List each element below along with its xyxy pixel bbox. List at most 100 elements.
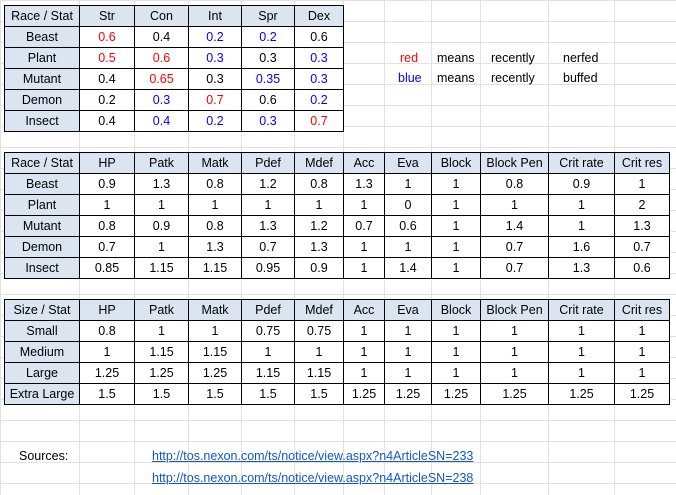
cell-plant-mdef[interactable]: 1: [294, 194, 344, 216]
cell-mutant-patk[interactable]: 0.9: [134, 215, 189, 237]
column-header-block[interactable]: Block: [431, 152, 481, 174]
row-header-beast[interactable]: Beast: [4, 173, 80, 195]
row-header-beast[interactable]: Beast: [4, 26, 80, 48]
cell-medium-mdef[interactable]: 1: [294, 341, 344, 363]
cell-medium-eva[interactable]: 1: [384, 341, 432, 363]
cell-plant-str[interactable]: 0.5: [79, 47, 135, 69]
cell-plant-crit-rate[interactable]: 1: [548, 194, 615, 216]
cell-demon-int[interactable]: 0.7: [188, 89, 242, 111]
cell-mutant-str[interactable]: 0.4: [79, 68, 135, 90]
cell-extra-large-mdef[interactable]: 1.5: [294, 383, 344, 405]
cell-large-hp[interactable]: 1.25: [79, 362, 135, 384]
source-link-2[interactable]: http://tos.nexon.com/ts/notice/view.aspx…: [152, 471, 474, 485]
cell-small-pdef[interactable]: 0.75: [241, 320, 295, 342]
cell-insect-crit-rate[interactable]: 1.3: [548, 257, 615, 279]
column-header-hp[interactable]: HP: [79, 152, 135, 174]
cell-mutant-matk[interactable]: 0.8: [188, 215, 242, 237]
row-header-plant[interactable]: Plant: [4, 194, 80, 216]
cell-large-crit-res[interactable]: 1: [614, 362, 670, 384]
cell-mutant-crit-res[interactable]: 1.3: [614, 215, 670, 237]
cell-demon-con[interactable]: 0.3: [134, 89, 189, 111]
cell-extra-large-block-pen[interactable]: 1.25: [480, 383, 549, 405]
cell-beast-mdef[interactable]: 0.8: [294, 173, 344, 195]
cell-mutant-block-pen[interactable]: 1.4: [480, 215, 549, 237]
row-header-insect[interactable]: Insect: [4, 110, 80, 132]
cell-plant-hp[interactable]: 1: [79, 194, 135, 216]
cell-beast-hp[interactable]: 0.9: [79, 173, 135, 195]
column-header-matk[interactable]: Matk: [188, 152, 242, 174]
row-header-small[interactable]: Small: [4, 320, 80, 342]
column-header-hp[interactable]: HP: [79, 299, 135, 321]
cell-medium-crit-rate[interactable]: 1: [548, 341, 615, 363]
cell-large-crit-rate[interactable]: 1: [548, 362, 615, 384]
corner-header-cell[interactable]: Race / Stat: [4, 5, 80, 27]
cell-small-mdef[interactable]: 0.75: [294, 320, 344, 342]
cell-beast-block[interactable]: 1: [431, 173, 481, 195]
cell-small-crit-rate[interactable]: 1: [548, 320, 615, 342]
cell-extra-large-hp[interactable]: 1.5: [79, 383, 135, 405]
cell-extra-large-crit-res[interactable]: 1.25: [614, 383, 670, 405]
cell-insect-str[interactable]: 0.4: [79, 110, 135, 132]
column-header-crit-rate[interactable]: Crit rate: [548, 299, 615, 321]
cell-large-block-pen[interactable]: 1: [480, 362, 549, 384]
cell-plant-spr[interactable]: 0.3: [241, 47, 295, 69]
cell-large-block[interactable]: 1: [431, 362, 481, 384]
cell-extra-large-pdef[interactable]: 1.5: [241, 383, 295, 405]
cell-extra-large-matk[interactable]: 1.5: [188, 383, 242, 405]
cell-plant-con[interactable]: 0.6: [134, 47, 189, 69]
cell-large-eva[interactable]: 1: [384, 362, 432, 384]
row-header-medium[interactable]: Medium: [4, 341, 80, 363]
cell-demon-mdef[interactable]: 1.3: [294, 236, 344, 258]
row-header-demon[interactable]: Demon: [4, 236, 80, 258]
cell-insect-spr[interactable]: 0.3: [241, 110, 295, 132]
cell-extra-large-block[interactable]: 1.25: [431, 383, 481, 405]
cell-mutant-hp[interactable]: 0.8: [79, 215, 135, 237]
cell-plant-block-pen[interactable]: 1: [480, 194, 549, 216]
cell-beast-int[interactable]: 0.2: [188, 26, 242, 48]
cell-small-eva[interactable]: 1: [384, 320, 432, 342]
column-header-pdef[interactable]: Pdef: [241, 152, 295, 174]
cell-plant-acc[interactable]: 1: [343, 194, 385, 216]
cell-mutant-pdef[interactable]: 1.3: [241, 215, 295, 237]
column-header-block[interactable]: Block: [431, 299, 481, 321]
cell-insect-con[interactable]: 0.4: [134, 110, 189, 132]
cell-beast-eva[interactable]: 1: [384, 173, 432, 195]
cell-demon-crit-rate[interactable]: 1.6: [548, 236, 615, 258]
cell-small-block[interactable]: 1: [431, 320, 481, 342]
cell-mutant-block[interactable]: 1: [431, 215, 481, 237]
cell-mutant-dex[interactable]: 0.3: [294, 68, 344, 90]
cell-medium-acc[interactable]: 1: [343, 341, 385, 363]
cell-demon-hp[interactable]: 0.7: [79, 236, 135, 258]
cell-mutant-mdef[interactable]: 1.2: [294, 215, 344, 237]
cell-beast-patk[interactable]: 1.3: [134, 173, 189, 195]
row-header-mutant[interactable]: Mutant: [4, 215, 80, 237]
cell-mutant-acc[interactable]: 0.7: [343, 215, 385, 237]
row-header-extra-large[interactable]: Extra Large: [4, 383, 80, 405]
column-header-patk[interactable]: Patk: [134, 299, 189, 321]
cell-beast-crit-res[interactable]: 1: [614, 173, 670, 195]
cell-beast-spr[interactable]: 0.2: [241, 26, 295, 48]
cell-demon-block-pen[interactable]: 0.7: [480, 236, 549, 258]
cell-insect-block[interactable]: 1: [431, 257, 481, 279]
cell-beast-block-pen[interactable]: 0.8: [480, 173, 549, 195]
cell-beast-matk[interactable]: 0.8: [188, 173, 242, 195]
cell-insect-dex[interactable]: 0.7: [294, 110, 344, 132]
cell-mutant-int[interactable]: 0.3: [188, 68, 242, 90]
cell-extra-large-acc[interactable]: 1.25: [343, 383, 385, 405]
cell-insect-patk[interactable]: 1.15: [134, 257, 189, 279]
cell-insect-acc[interactable]: 1: [343, 257, 385, 279]
cell-beast-pdef[interactable]: 1.2: [241, 173, 295, 195]
cell-insect-eva[interactable]: 1.4: [384, 257, 432, 279]
column-header-crit-rate[interactable]: Crit rate: [548, 152, 615, 174]
column-header-eva[interactable]: Eva: [384, 299, 432, 321]
cell-small-matk[interactable]: 1: [188, 320, 242, 342]
column-header-int[interactable]: Int: [188, 5, 242, 27]
column-header-patk[interactable]: Patk: [134, 152, 189, 174]
cell-small-acc[interactable]: 1: [343, 320, 385, 342]
column-header-acc[interactable]: Acc: [343, 299, 385, 321]
cell-plant-int[interactable]: 0.3: [188, 47, 242, 69]
column-header-str[interactable]: Str: [79, 5, 135, 27]
cell-plant-pdef[interactable]: 1: [241, 194, 295, 216]
cell-large-pdef[interactable]: 1.15: [241, 362, 295, 384]
column-header-mdef[interactable]: Mdef: [294, 299, 344, 321]
